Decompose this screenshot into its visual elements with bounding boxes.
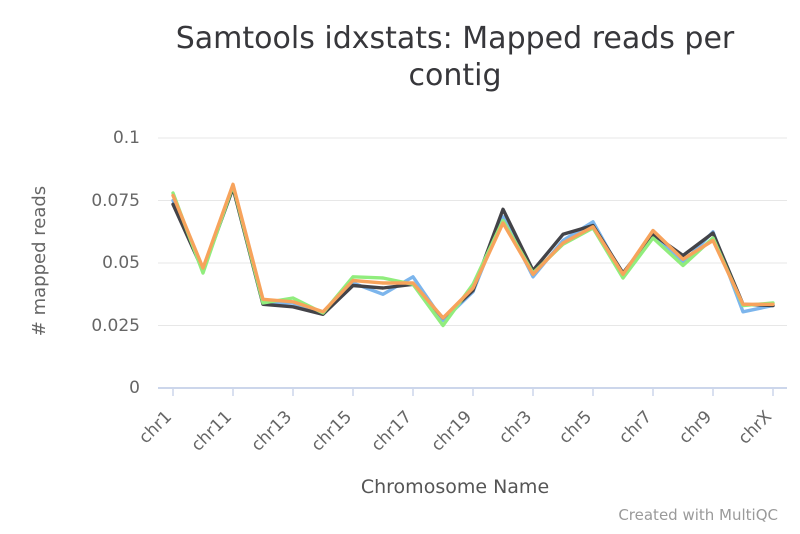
y-tick-label: 0.075 (91, 190, 140, 211)
chart-title-line-1: Samtools idxstats: Mapped reads per (175, 21, 735, 56)
y-axis-title: # mapped reads (29, 185, 50, 337)
x-tick-label: chr7 (615, 406, 657, 448)
x-tick-label: chr3 (495, 406, 537, 448)
x-tick-label: chr1 (135, 406, 177, 448)
x-tick-label: chr19 (427, 406, 477, 456)
x-tick-label: chr11 (187, 406, 237, 456)
x-tick-label: chr5 (555, 406, 597, 448)
x-axis-title: Chromosome Name (360, 476, 550, 498)
x-tick-label: chr15 (307, 406, 357, 456)
y-tick-label: 0 (129, 378, 140, 398)
x-tick-label: chrX (734, 406, 777, 449)
x-tick-label: chr13 (247, 406, 297, 456)
y-tick-label: 0.05 (102, 253, 140, 273)
chart-title: Samtools idxstats: Mapped reads per cont… (125, 20, 785, 94)
series-line-sample-orange[interactable] (171, 182, 775, 320)
x-tick-label: chr17 (367, 406, 417, 456)
plot-canvas[interactable] (158, 110, 788, 400)
multiqc-watermark: Created with MultiQC (618, 506, 778, 524)
x-tick-label: chr9 (675, 406, 717, 448)
y-tick-label: 0.1 (112, 128, 140, 148)
plot-area[interactable] (158, 110, 788, 400)
chart-title-line-2: contig (408, 58, 502, 93)
y-tick-label: 0.025 (91, 315, 140, 336)
